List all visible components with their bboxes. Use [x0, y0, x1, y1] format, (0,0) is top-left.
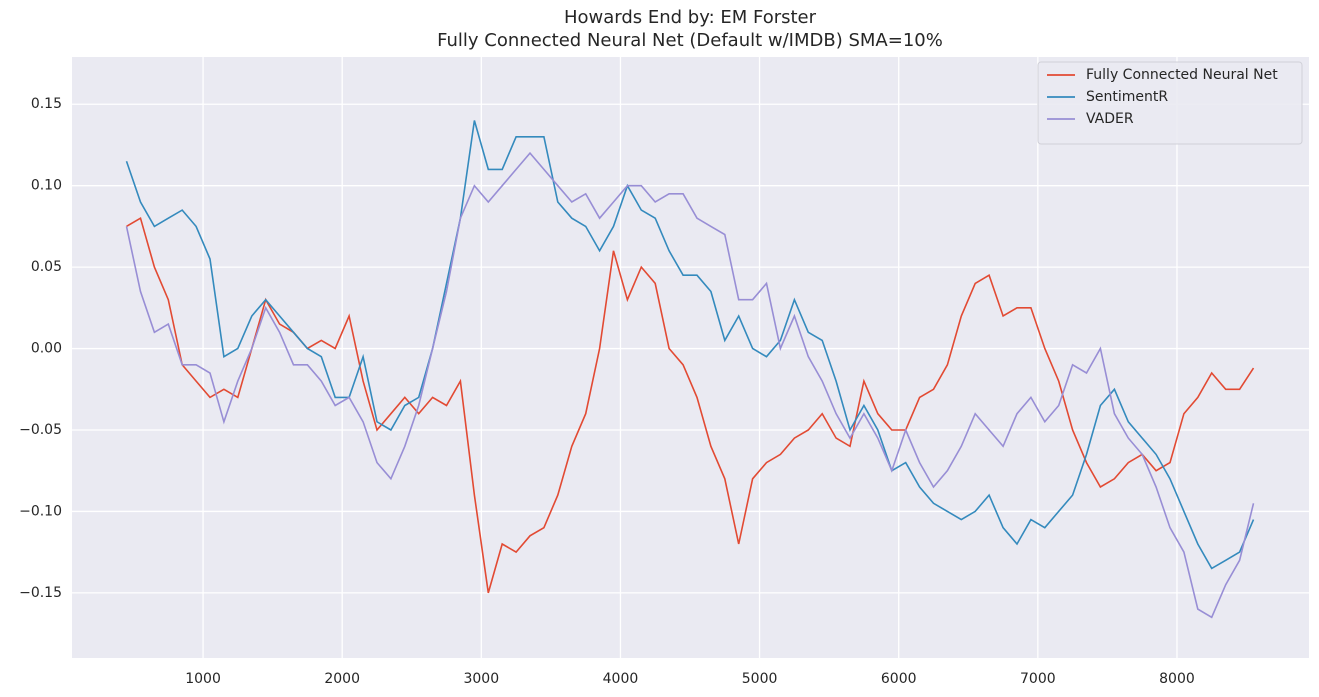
x-tick-label: 2000: [324, 671, 360, 687]
chart-subtitle: Fully Connected Neural Net (Default w/IM…: [437, 30, 943, 51]
legend-label: VADER: [1086, 111, 1134, 127]
plot-area: [72, 57, 1309, 658]
x-tick-label: 1000: [185, 671, 221, 687]
lines: [125, 120, 1255, 619]
x-tick-label: 5000: [742, 671, 778, 687]
legend-box: [1037, 61, 1303, 145]
y-tick-label: 0.05: [31, 259, 62, 275]
y-tick-label: −0.15: [19, 585, 62, 601]
x-tick-label: 7000: [1020, 671, 1056, 687]
legend-label: Fully Connected Neural Net: [1086, 67, 1278, 83]
grid: [72, 57, 1309, 658]
series-line: [125, 151, 1255, 619]
y-tick-label: 0.10: [31, 178, 62, 194]
y-tick-label: −0.05: [19, 422, 62, 438]
x-tick-label: 4000: [603, 671, 639, 687]
x-tick-label: 3000: [463, 671, 499, 687]
series-line: [126, 216, 1255, 594]
chart-title: Howards End by: EM Forster: [564, 7, 817, 28]
y-tick-label: 0.15: [31, 96, 62, 112]
x-tick-label: 8000: [1159, 671, 1195, 687]
y-tick-label: −0.10: [19, 503, 62, 519]
series-line: [125, 120, 1255, 570]
legend: Fully Connected Neural Net SentimentR VADE…: [1037, 61, 1303, 145]
x-tick-label: 6000: [881, 671, 917, 687]
y-tick-label: 0.00: [31, 341, 62, 357]
legend-label: SentimentR: [1086, 89, 1168, 105]
